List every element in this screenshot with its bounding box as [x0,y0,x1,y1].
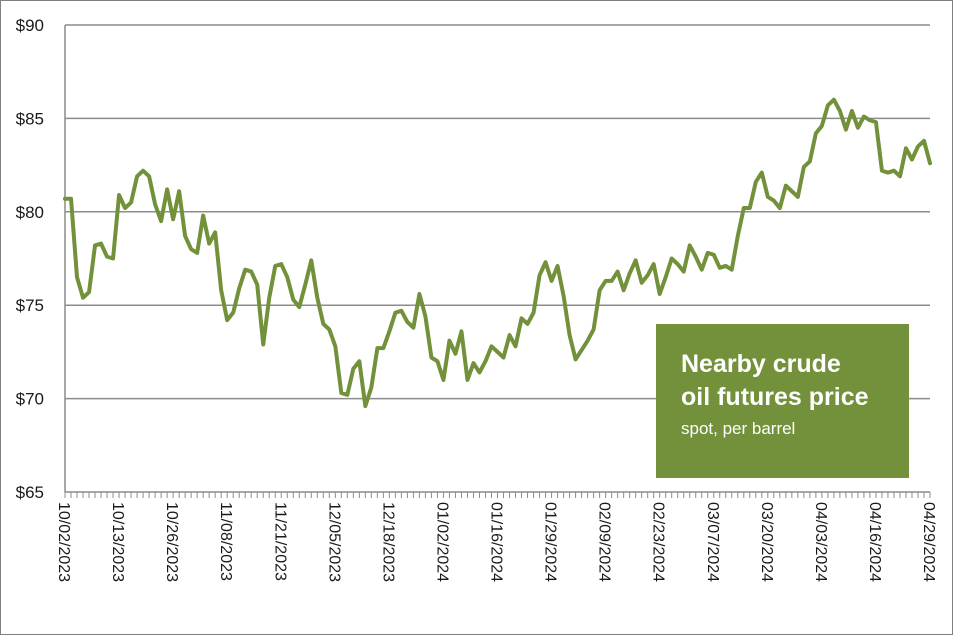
x-tick-label: 04/16/2024 [866,502,883,582]
x-tick-label-group: 01/02/2024 [433,502,450,582]
x-tick-label: 12/05/2023 [325,502,342,582]
x-tick-label: 11/08/2023 [217,502,234,581]
y-tick-label: $70 [16,390,44,409]
x-tick-label-group: 11/08/2023 [217,502,234,581]
x-tick-label: 11/21/2023 [271,502,288,581]
x-axis: 10/02/2023 10/13/2023 10/26/2023 11/08/2023… [55,492,937,582]
x-tick-label-group: 02/09/2024 [596,502,613,582]
legend-title: Nearby crude oil futures price [681,350,869,411]
x-tick-label-group: 10/26/2023 [163,502,180,582]
y-tick-label: $75 [16,296,44,315]
x-tick-label: 03/07/2024 [704,502,721,582]
y-tick-label: $90 [16,16,44,35]
legend-box: Nearby crude oil futures price spot, per… [656,324,909,478]
x-tick-label-group: 02/23/2024 [650,502,667,582]
y-axis: $65 $70 $75 $80 $85 $90 [16,16,66,502]
x-tick-label: 01/29/2024 [542,502,559,582]
x-tick-label-group: 01/29/2024 [542,502,559,582]
x-tick-label: 12/18/2023 [379,502,396,582]
x-tick-label: 10/13/2023 [109,502,126,582]
x-tick-label-group: 04/16/2024 [866,502,883,582]
x-tick-label: 03/20/2024 [758,502,775,582]
x-tick-label: 02/23/2024 [650,502,667,582]
x-tick-label-group: 10/02/2023 [55,502,72,582]
x-tick-label-group: 01/16/2024 [488,502,505,582]
x-tick-label-group: 11/21/2023 [271,502,288,581]
x-tick-label: 01/02/2024 [433,502,450,582]
x-tick-label-group: 12/05/2023 [325,502,342,582]
x-tick-label-group: 04/03/2024 [812,502,829,582]
x-tick-label: 04/03/2024 [812,502,829,582]
x-tick-label: 10/02/2023 [55,502,72,582]
y-tick-label: $80 [16,203,44,222]
y-tick-label: $65 [16,483,44,502]
x-tick-label-group: 10/13/2023 [109,502,126,582]
legend-subtitle: spot, per barrel [681,419,796,438]
x-tick-label-group: 03/20/2024 [758,502,775,582]
x-tick-label-group: 04/29/2024 [920,502,937,582]
y-tick-label: $85 [16,109,44,128]
x-tick-label-group: 12/18/2023 [379,502,396,582]
x-tick-label: 01/16/2024 [488,502,505,582]
x-tick-label: 04/29/2024 [920,502,937,582]
x-tick-label-group: 03/07/2024 [704,502,721,582]
series-line [63,97,932,409]
x-tick-label: 10/26/2023 [163,502,180,582]
x-tick-label: 02/09/2024 [596,502,613,582]
